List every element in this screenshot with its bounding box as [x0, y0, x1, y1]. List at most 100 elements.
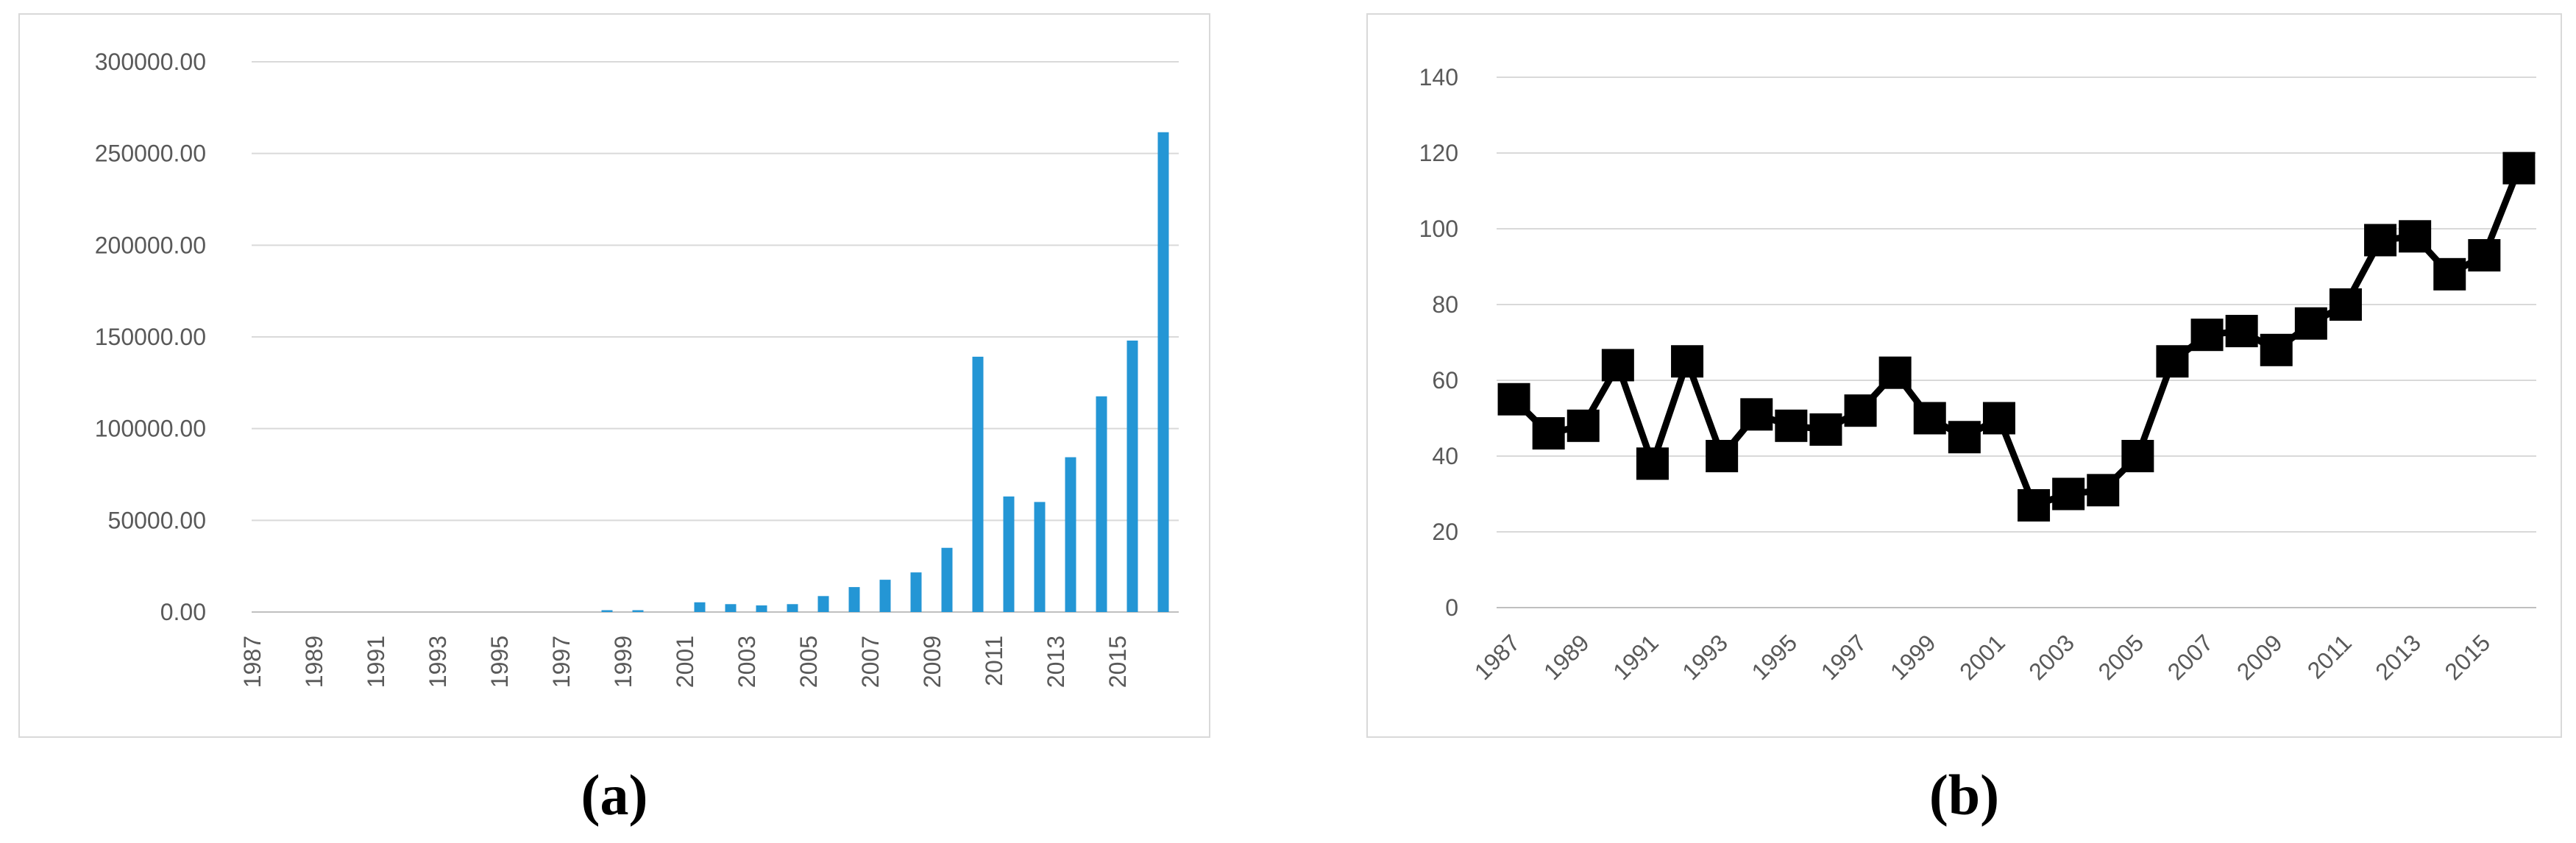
- x-tick-label: 2007: [2162, 629, 2218, 685]
- y-tick-label: 140: [1419, 64, 1458, 90]
- x-tick-label: 1999: [1885, 629, 1941, 685]
- x-tick-label: 1997: [548, 636, 575, 688]
- x-tick-label: 1987: [239, 636, 266, 688]
- x-tick-label: 1995: [1747, 629, 1803, 685]
- x-tick-label: 1993: [425, 636, 451, 688]
- marker: [1740, 398, 1773, 431]
- y-tick-label: 50000.00: [108, 507, 206, 533]
- x-tick-label: 1991: [1608, 629, 1664, 685]
- marker: [2468, 239, 2501, 272]
- y-tick-label: 0: [1445, 594, 1458, 621]
- bar: [694, 602, 706, 612]
- y-tick-label: 40: [1432, 443, 1458, 469]
- x-tick-label: 1989: [301, 636, 327, 688]
- marker: [2260, 333, 2293, 366]
- marker: [1982, 402, 2015, 435]
- marker: [1601, 349, 1634, 382]
- bar: [941, 547, 953, 612]
- bar: [1003, 496, 1015, 612]
- y-tick-label: 20: [1432, 519, 1458, 545]
- marker: [1948, 421, 1981, 454]
- y-tick-label: 150000.00: [95, 324, 206, 350]
- marker: [1636, 447, 1669, 480]
- bar: [1157, 132, 1169, 612]
- caption-b: (b): [1929, 763, 2000, 827]
- x-tick-label: 2013: [2370, 629, 2426, 685]
- marker: [2329, 288, 2362, 321]
- bar: [848, 587, 860, 612]
- x-tick-label: 2005: [2093, 629, 2149, 685]
- y-tick-label: 120: [1419, 140, 1458, 166]
- marker: [1809, 413, 1842, 446]
- x-tick-label: 2003: [2023, 629, 2079, 685]
- bar: [1034, 502, 1046, 612]
- bar: [1126, 340, 1138, 612]
- x-tick-label: 2015: [2440, 629, 2496, 685]
- bar: [725, 604, 737, 612]
- marker: [2364, 224, 2397, 257]
- marker: [1566, 409, 1600, 442]
- marker: [1878, 356, 1912, 389]
- chart-b-panel: 140 120 100 80 60 40 20 0 1987 1989 1991 1993 1995 19…: [1366, 13, 2562, 738]
- x-tick-label: 2003: [734, 636, 760, 688]
- x-tick-label: 2009: [919, 636, 945, 688]
- y-tick-label: 200000.00: [95, 232, 206, 258]
- x-tick-label: 2011: [981, 636, 1007, 686]
- marker: [1497, 383, 1530, 416]
- marker: [2087, 474, 2120, 507]
- marker: [1532, 417, 1565, 450]
- bar: [632, 610, 644, 612]
- marker: [2294, 307, 2327, 340]
- marker: [2502, 152, 2536, 185]
- x-tick-label: 1993: [1677, 629, 1733, 685]
- marker: [2190, 319, 2224, 352]
- chart-a-panel: 300000.00 250000.00 200000.00 150000.00 1000…: [18, 13, 1210, 738]
- bar: [787, 604, 798, 612]
- marker: [1706, 440, 1739, 472]
- x-tick-label: 1995: [486, 636, 513, 688]
- bar: [756, 605, 767, 612]
- marker: [1913, 402, 1946, 435]
- marker: [2156, 345, 2189, 378]
- bar: [601, 610, 613, 612]
- bar: [879, 580, 891, 612]
- x-tick-label: 2015: [1104, 636, 1131, 688]
- caption-a: (a): [581, 763, 648, 827]
- marker: [2433, 257, 2466, 291]
- marker: [2225, 315, 2258, 348]
- y-tick-label: 100: [1419, 216, 1458, 242]
- y-tick-label: 0.00: [160, 599, 206, 625]
- chart-a-svg: 300000.00 250000.00 200000.00 150000.00 1000…: [95, 49, 1179, 688]
- bar: [1065, 457, 1076, 612]
- x-tick-label: 2011: [2302, 629, 2357, 683]
- marker: [2121, 440, 2154, 472]
- marker: [2018, 488, 2051, 522]
- y-tick-label: 60: [1432, 367, 1458, 394]
- bar: [817, 596, 829, 612]
- marker: [2399, 220, 2432, 253]
- x-tick-label: 1999: [610, 636, 636, 688]
- marker: [2052, 477, 2085, 511]
- marker: [1671, 345, 1704, 378]
- x-tick-label: 1989: [1539, 629, 1594, 685]
- x-tick-label: 2013: [1043, 636, 1069, 688]
- bar: [910, 572, 922, 612]
- x-tick-label: 2007: [857, 636, 884, 688]
- x-tick-label: 2005: [795, 636, 822, 688]
- bar: [1096, 396, 1107, 612]
- x-tick-label: 2001: [672, 636, 698, 688]
- x-tick-label: 1991: [363, 636, 389, 688]
- marker: [1844, 394, 1877, 427]
- y-tick-label: 100000.00: [95, 416, 206, 442]
- x-tick-label: 1987: [1469, 629, 1525, 685]
- x-tick-label: 2001: [1954, 629, 2010, 685]
- x-tick-label: 2009: [2232, 629, 2288, 685]
- marker: [1775, 409, 1808, 442]
- y-tick-label: 80: [1432, 291, 1458, 318]
- x-tick-label: 1997: [1816, 629, 1872, 685]
- y-tick-label: 300000.00: [95, 49, 206, 75]
- y-tick-label: 250000.00: [95, 140, 206, 167]
- bar: [972, 356, 984, 612]
